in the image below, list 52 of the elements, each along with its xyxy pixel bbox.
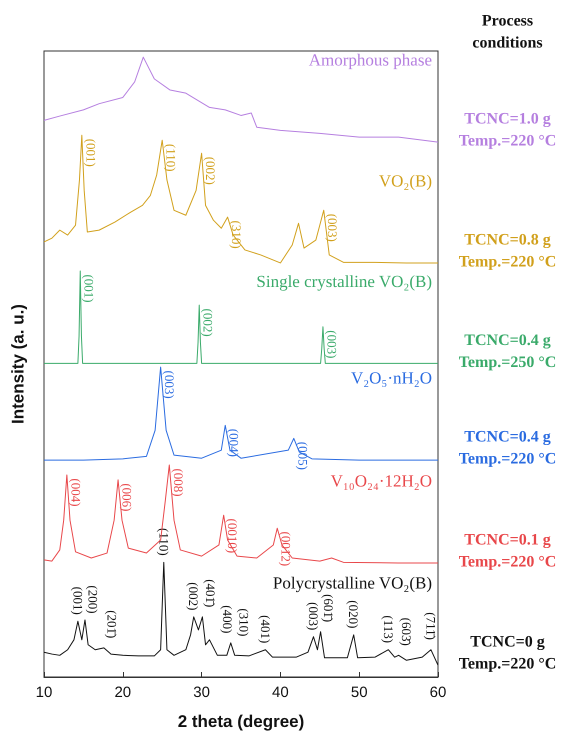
text: TCNC=0.4 g Temp.=250 °C [458,332,556,371]
annotation: (711̄) [423,612,438,640]
annotation: (002) [186,582,202,610]
annotation: (113) [380,615,396,644]
annotation: (0010) [225,518,240,554]
text: TCNC=0.4 g Temp.=220 °C [458,428,556,468]
annotation: (110) [164,144,179,172]
x-tick-label: 40 [272,684,289,701]
annotation: (400) [220,605,235,634]
annotation: (401) [258,615,273,644]
annotation: (603̄) [399,618,414,646]
annotation: (003) [325,214,340,242]
x-axis-title: 2 theta (degree) [178,712,304,731]
annotation: (201̄) [104,610,120,638]
annotation: (002) [200,308,216,337]
text: TCNC=0 g Temp.=220 °C [458,634,556,673]
annotation: (310) [229,220,244,249]
annotation: (601̄) [321,594,336,622]
x-tick-label: 20 [114,684,132,701]
text: VO₂(B) [378,171,432,190]
x-tick-label: 60 [430,684,446,701]
annotation: (0012) [278,532,294,566]
annotation: (008) [170,468,186,497]
text: Amorphous phase [308,50,432,70]
annotation: (003) [306,602,321,630]
annotation: (401̄) [202,579,218,608]
x-tick-label: 30 [193,684,210,701]
annotation: (003) [324,330,340,358]
annotation: (020) [346,600,362,628]
annotation: (005) [295,442,310,470]
annotation: (310) [236,608,252,636]
text: Polycrystalline VO₂(B) [272,574,432,593]
text: TCNC=0.1 g Temp.=220 °C [458,531,556,570]
x-tick-label: 50 [350,684,368,701]
x-tick-label: 10 [36,684,52,701]
annotation: (003) [162,370,178,399]
text: TCNC=0.8 g Temp.=220 °C [458,231,556,270]
annotation: (004) [68,478,84,507]
annotation: (002) [203,156,218,185]
text: Single crystalline VO₂(B) [256,272,432,291]
annotation: (001) [82,274,97,303]
text: V₂O₅·nH₂O [350,368,432,388]
annotation: (001) [70,586,86,615]
y-axis-title: Intensity (a. u.) [8,304,28,424]
annotation: (006) [120,483,135,512]
text: TCNC=1.0 g Temp.=220 °C [458,110,556,150]
annotation: (200) [85,585,100,614]
annotation: (110) [156,528,172,556]
legend-title: Process conditions [472,12,543,52]
annotation: (001) [83,138,98,167]
text: V₁₀O₂₄·12H₂O [330,471,432,490]
annotation: (004) [226,428,242,457]
